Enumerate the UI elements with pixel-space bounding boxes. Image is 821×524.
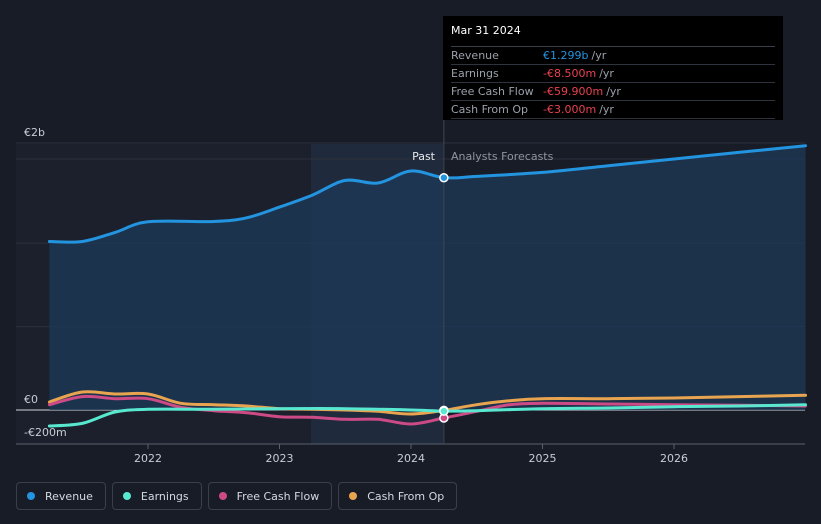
y-label-zero: €0 [24,393,38,406]
tooltip-row: Cash From Op -€3.000m/yr [451,101,775,119]
tooltip-row-unit: /yr [599,103,614,116]
legend-dot-icon [218,492,227,500]
tooltip-date: Mar 31 2024 [451,24,775,47]
tooltip-row-value: -€59.900m [543,85,604,98]
legend-item-cash-from-op[interactable]: Cash From Op [338,482,458,510]
legend-dot-icon [27,492,35,500]
forecast-label: Analysts Forecasts [451,150,554,163]
tooltip-row-label: Revenue [451,49,499,62]
tooltip-row: Free Cash Flow -€59.900m/yr [451,83,775,101]
free-cash-flow-line [47,394,807,426]
revenue-area [49,145,806,410]
x-tick-label: 2024 [397,452,425,465]
legend-dot-icon [122,492,131,500]
tooltip-row-unit: /yr [599,67,614,80]
x-tick-label: 2022 [134,452,162,465]
legend-label: Revenue [45,489,93,503]
tooltip-row-value: €1.299b [543,49,589,62]
x-tick-label: 2026 [660,452,688,465]
legend: Revenue Earnings Free Cash Flow Cash From O… [16,482,458,510]
legend-dot-icon [349,492,358,500]
past-label: Past [412,150,436,163]
revenue-marker[interactable] [439,172,449,183]
legend-item-free-cash-flow[interactable]: Free Cash Flow [207,482,333,510]
cash-from-op-line [47,390,807,416]
earnings-line [47,403,807,428]
y-label-top: €2b [24,126,45,139]
chart: €2b €0 -€200m Past Analysts Forecasts 20… [16,120,807,465]
tooltip-row-label: Cash From Op [451,103,529,116]
tooltip-row-unit: /yr [606,85,621,98]
tooltip-row: Revenue €1.299b/yr [451,47,775,65]
earnings-marker[interactable] [439,406,449,416]
tooltip-row-label: Free Cash Flow [451,85,534,98]
markers [439,172,449,423]
tooltip-row-value: -€3.000m [543,103,597,116]
x-tick-label: 2023 [266,452,294,465]
legend-item-earnings[interactable]: Earnings [111,482,202,510]
x-axis: 2022 2023 2024 2025 2026 [134,444,688,465]
y-label-bottom: -€200m [24,426,67,439]
tooltip-row-label: Earnings [451,67,499,80]
revenue-line [47,144,807,244]
legend-label: Earnings [140,489,189,503]
legend-item-revenue[interactable]: Revenue [16,482,106,510]
tooltip-row: Earnings -€8.500m/yr [451,65,775,83]
series-lines [47,144,807,428]
tooltip-row-value: -€8.500m [543,67,597,80]
tooltip-row-unit: /yr [591,49,607,62]
legend-label: Free Cash Flow [236,489,320,503]
x-tick-label: 2025 [529,452,557,465]
legend-label: Cash From Op [367,489,445,503]
tooltip: Mar 31 2024 Revenue €1.299b/yr Earnings -€8… [443,16,783,120]
